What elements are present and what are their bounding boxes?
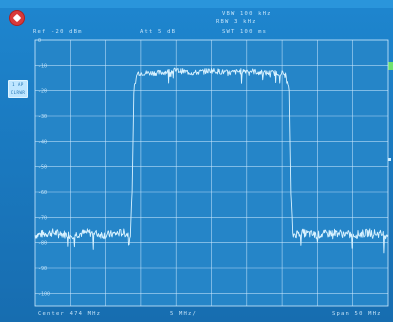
ref-level-label: Ref -20 dBm xyxy=(33,29,83,35)
y-tick-label: -40 xyxy=(38,139,47,145)
y-tick-label: -90 xyxy=(38,266,47,272)
y-tick-label: -20 xyxy=(38,89,47,95)
side-indicator xyxy=(388,158,391,161)
top-bar xyxy=(0,0,393,8)
y-tick-label: -80 xyxy=(38,241,47,247)
y-tick-label: -60 xyxy=(38,190,47,196)
sweep-time-label: SWT 100 ms xyxy=(222,29,268,35)
y-tick-label: -10 xyxy=(38,63,47,69)
vbw-label: VBW 100 kHz xyxy=(222,11,272,17)
logo-icon xyxy=(9,10,25,26)
y-tick-label: -30 xyxy=(38,114,47,120)
y-tick-label: -100 xyxy=(38,291,50,297)
span-per-div-label: 5 MHz/ xyxy=(170,311,198,317)
trace-mode-line2: CLRWR xyxy=(10,90,26,95)
y-tick-label: 0 xyxy=(38,38,41,44)
spectrum-trace xyxy=(34,67,389,254)
span-label: Span 50 MHz xyxy=(332,311,382,317)
rbw-label: RBW 3 kHz xyxy=(216,19,257,25)
center-frequency-label: Center 474 MHz xyxy=(38,311,102,317)
y-tick-label: -70 xyxy=(38,215,47,221)
side-marker-tab[interactable] xyxy=(388,62,393,70)
trace-mode-line1: 1 AP xyxy=(12,82,24,87)
y-tick-label: -50 xyxy=(38,165,47,171)
attenuation-label: Att 5 dB xyxy=(140,29,177,35)
trace-mode-box[interactable]: 1 AP CLRWR xyxy=(8,80,28,98)
